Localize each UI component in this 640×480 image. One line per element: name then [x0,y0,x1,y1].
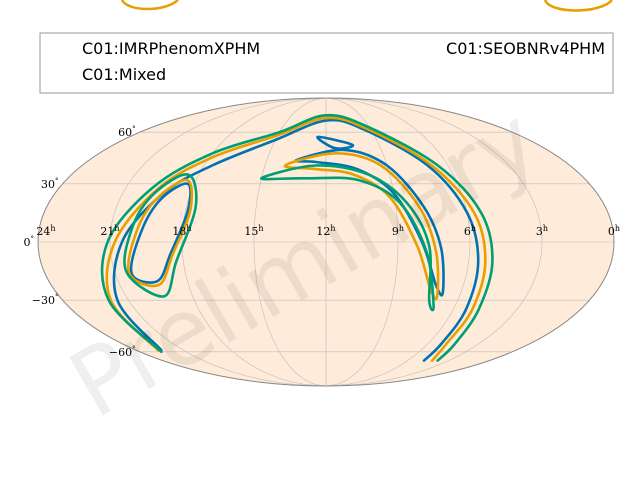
contour-line [127,178,194,288]
sky-outline [37,97,615,387]
grid-meridian [325,98,543,386]
contour-line [283,152,440,301]
grid-meridian [181,98,327,386]
dec-tick-label: 0° [24,235,35,249]
contour-series [100,113,494,362]
grid-meridian [325,98,471,386]
contour-line [294,148,445,297]
contour-line [260,164,435,312]
credible-region-contours [100,113,494,362]
legend-box [39,32,614,94]
contour-line [129,182,192,284]
top-right-orange-arc [543,0,613,12]
dec-tick-label: 30° [41,177,59,191]
dec-tick-label: −30° [32,293,59,307]
contour-line [112,118,480,362]
legend: C01:IMRPhenomXPHM C01:SEOBNRv4PHM C01:Mi… [39,32,614,94]
contour-series [112,118,480,362]
contour-series [105,116,487,362]
top-left-orange-arc [120,0,179,11]
legend-entry-imrphenomxphm: C01:IMRPhenomXPHM [82,39,260,58]
dec-tick-label: −60° [109,345,136,359]
contour-line [316,135,355,150]
legend-entry-seobnrv4phm: C01:SEOBNRv4PHM [446,39,605,58]
ra-tick-label: 0h [608,224,620,238]
grid-meridian [109,98,327,386]
contour-line [123,173,198,298]
contour-line [100,113,494,362]
dec-tick-label: 60° [118,125,136,139]
contour-line [105,116,487,362]
legend-entry-mixed: C01:Mixed [82,65,166,84]
